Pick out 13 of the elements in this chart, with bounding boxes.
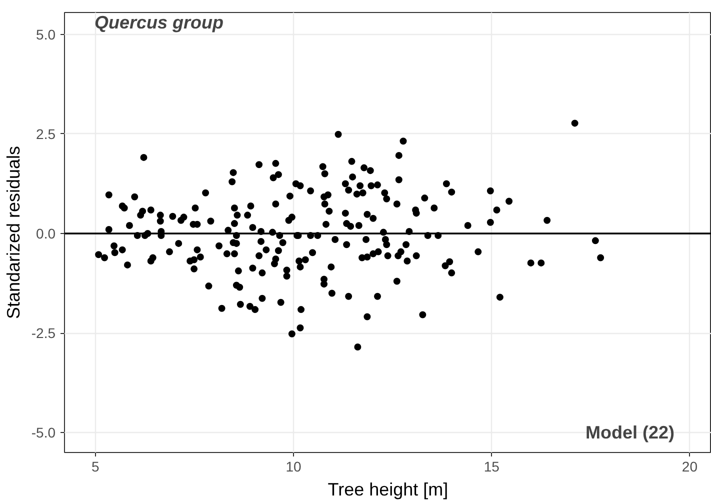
y-tick-label: -5.0 [31, 424, 56, 441]
x-tick-label: 20 [682, 458, 698, 474]
y-tick-label: 2.5 [36, 126, 56, 142]
x-tick-label: 15 [484, 458, 500, 474]
chart-title: Quercus group [94, 12, 224, 32]
y-tick-label: -2.5 [31, 325, 56, 342]
y-axis-title: Standarized residuals [3, 146, 24, 320]
x-tick-label: 10 [286, 458, 302, 474]
x-axis-title: Tree height [m] [328, 480, 448, 500]
x-tick-label: 5 [92, 458, 100, 474]
y-tick-label: 5.0 [36, 26, 56, 42]
y-tick-label: 0.0 [36, 225, 56, 242]
annotation: Model (22) [585, 422, 675, 442]
